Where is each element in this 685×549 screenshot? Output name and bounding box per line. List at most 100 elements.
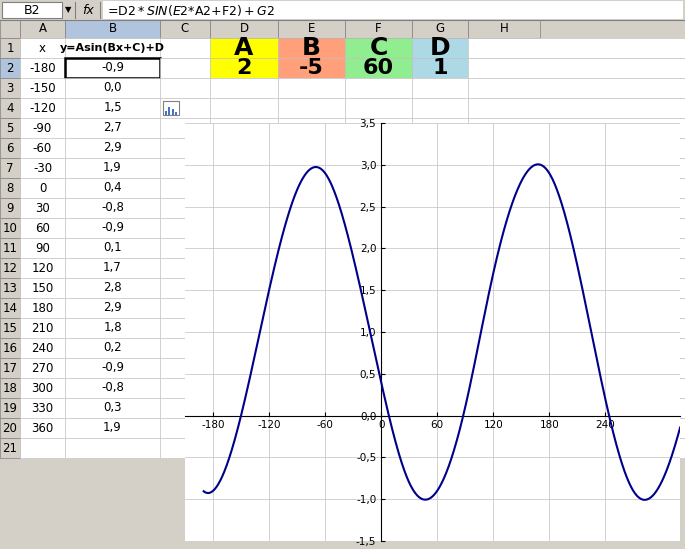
Bar [210, 378, 278, 398]
Bar [278, 238, 345, 258]
Bar [160, 78, 210, 98]
Text: -0,9: -0,9 [101, 61, 124, 75]
Text: 0,1: 0,1 [103, 242, 122, 255]
Text: 300: 300 [32, 382, 53, 395]
Text: C: C [369, 36, 388, 60]
Bar [160, 298, 210, 318]
Bar [468, 218, 685, 238]
Text: 20: 20 [3, 422, 17, 434]
Text: -180: -180 [29, 61, 55, 75]
Bar [278, 298, 345, 318]
Text: -0,8: -0,8 [101, 382, 124, 395]
Bar [210, 118, 278, 138]
Bar [65, 78, 160, 98]
Text: 1,9: 1,9 [103, 422, 122, 434]
Text: 1,9: 1,9 [103, 161, 122, 175]
Bar [468, 258, 685, 278]
Text: -150: -150 [29, 81, 55, 94]
Bar [160, 198, 210, 218]
Bar [175, 112, 177, 115]
Bar [160, 418, 210, 438]
Text: -0,9: -0,9 [101, 221, 124, 234]
Bar [0, 198, 20, 218]
Bar [172, 109, 174, 115]
Bar [65, 438, 160, 458]
Text: B: B [302, 36, 321, 60]
Bar [345, 78, 412, 98]
Bar [65, 218, 160, 238]
Bar [65, 178, 160, 198]
Bar [65, 198, 160, 218]
Bar [278, 398, 345, 418]
Bar [160, 378, 210, 398]
Bar [20, 398, 65, 418]
Bar [278, 178, 345, 198]
Bar [345, 238, 412, 258]
Bar [278, 418, 345, 438]
Bar [20, 418, 65, 438]
Bar [210, 98, 278, 118]
Bar [160, 38, 210, 58]
Bar [20, 238, 65, 258]
Bar [20, 178, 65, 198]
Bar [468, 138, 685, 158]
Bar [468, 38, 685, 58]
Bar [345, 418, 412, 438]
Bar [468, 398, 685, 418]
Text: 90: 90 [35, 242, 50, 255]
Bar [20, 38, 65, 58]
Text: 0,2: 0,2 [103, 341, 122, 355]
Bar [20, 378, 65, 398]
Bar [0, 338, 20, 358]
Bar [412, 138, 468, 158]
Bar [160, 258, 210, 278]
Bar [210, 138, 278, 158]
Text: 8: 8 [6, 182, 14, 194]
Text: B: B [108, 23, 116, 36]
Bar [65, 318, 160, 338]
Bar [65, 38, 160, 58]
Bar [468, 20, 540, 38]
Bar [210, 358, 278, 378]
Bar [468, 378, 685, 398]
Text: 21: 21 [3, 441, 18, 455]
Text: D: D [429, 36, 450, 60]
Bar [160, 20, 210, 38]
Text: -0,8: -0,8 [101, 201, 124, 215]
Text: 17: 17 [3, 361, 18, 374]
Bar [345, 58, 412, 78]
Text: 15: 15 [3, 322, 17, 334]
Bar [0, 398, 20, 418]
Bar [278, 198, 345, 218]
Bar [0, 258, 20, 278]
Bar [468, 238, 685, 258]
Bar [210, 238, 278, 258]
Bar [65, 20, 160, 38]
Bar [65, 138, 160, 158]
Bar [412, 178, 468, 198]
Bar [160, 178, 210, 198]
Text: 120: 120 [32, 261, 53, 274]
Bar [412, 418, 468, 438]
Bar [0, 98, 20, 118]
Text: E: E [308, 23, 315, 36]
Bar [210, 298, 278, 318]
Bar [278, 20, 345, 38]
Text: 2: 2 [6, 61, 14, 75]
Bar [0, 78, 20, 98]
Bar [278, 338, 345, 358]
Text: 18: 18 [3, 382, 17, 395]
Bar [0, 38, 20, 58]
Bar [210, 178, 278, 198]
Bar [412, 358, 468, 378]
Bar [65, 258, 160, 278]
Text: 240: 240 [32, 341, 53, 355]
Text: -30: -30 [33, 161, 52, 175]
Bar [65, 418, 160, 438]
Bar [278, 78, 345, 98]
Bar [210, 438, 278, 458]
Text: 0,3: 0,3 [103, 401, 122, 414]
Bar [20, 278, 65, 298]
Bar [160, 398, 210, 418]
Bar [160, 338, 210, 358]
